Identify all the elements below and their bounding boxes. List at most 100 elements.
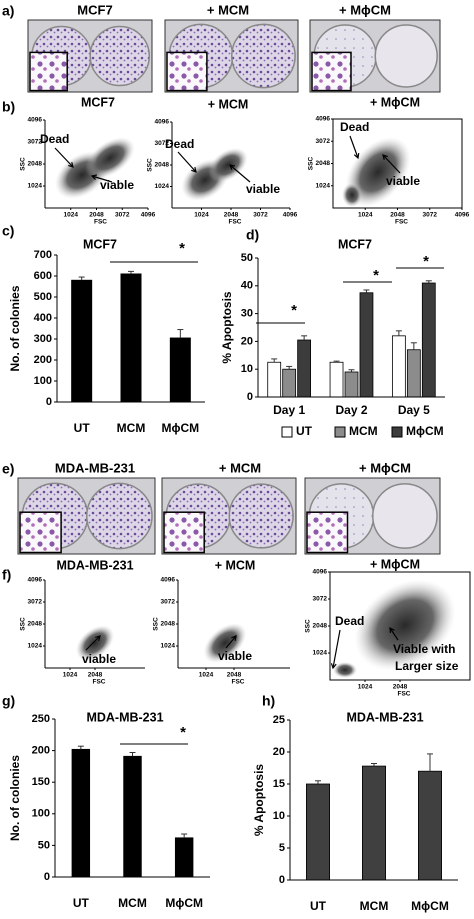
culture-well xyxy=(228,483,294,549)
error-bar xyxy=(395,330,402,336)
chart-title: MCF7 xyxy=(338,237,372,251)
y-tick-label: 600 xyxy=(34,270,52,282)
error-bar xyxy=(77,745,84,750)
arrow-head xyxy=(68,162,74,168)
culture-well xyxy=(231,23,296,89)
x-tick-label: 1024 xyxy=(199,672,214,679)
cell-cloud xyxy=(345,137,411,207)
y-tick-label: 3072 xyxy=(155,140,170,147)
panel-label: a) xyxy=(2,3,14,19)
y-tick-label: 25 xyxy=(273,714,285,726)
x-tick-label: 2048 xyxy=(88,672,103,679)
bar xyxy=(361,765,386,881)
annotation: viable xyxy=(386,174,420,188)
y-tick-label: 700 xyxy=(34,249,52,261)
culture-well xyxy=(89,25,151,87)
y-tick-label: 2048 xyxy=(313,623,328,630)
y-tick-label: 15 xyxy=(273,778,285,790)
y-tick-label: 1024 xyxy=(161,643,176,650)
y-axis-label: % Apoptosis xyxy=(252,764,266,837)
arrow-head xyxy=(231,635,237,642)
legend-label: MCM xyxy=(349,424,378,438)
annotation-arrow xyxy=(332,629,341,669)
cell-cloud xyxy=(208,147,248,183)
annotation-arrow xyxy=(85,635,101,651)
plot-title: + MϕCM xyxy=(370,557,420,571)
cell-cloud xyxy=(342,183,362,207)
y-axis-label: SSC xyxy=(20,617,27,631)
panel-title: MDA-MB-231 xyxy=(55,460,135,475)
error-bar xyxy=(425,280,432,284)
legend-swatch xyxy=(391,426,403,438)
annotation-arrow xyxy=(382,154,401,174)
x-tick-label: 1024 xyxy=(63,672,78,679)
y-tick-label: 400 xyxy=(34,312,52,324)
y-tick-label: 20 xyxy=(273,746,285,758)
arrow-head xyxy=(191,166,197,173)
bar xyxy=(169,337,191,403)
annotation: Dead xyxy=(165,137,194,151)
legend-swatch xyxy=(281,426,293,438)
plot-title: MDA-MB-231 xyxy=(56,558,133,572)
y-tick-label: 3072 xyxy=(28,599,43,606)
x-tick-label: 1024 xyxy=(358,212,373,219)
bar xyxy=(344,371,359,398)
annotation: Dead xyxy=(40,132,69,146)
error-bar xyxy=(301,335,308,341)
annotation: viable xyxy=(218,649,252,663)
y-axis-label: SSC xyxy=(308,157,315,171)
x-tick-label: MϕCM xyxy=(162,421,200,435)
x-tick-label: 4096 xyxy=(141,212,156,219)
plot-title: + MϕCM xyxy=(370,95,420,109)
panel-label: b) xyxy=(2,99,15,115)
arrow-head xyxy=(353,152,360,160)
x-tick-label: Day 1 xyxy=(273,403,305,417)
bar xyxy=(71,748,91,878)
y-tick-label: 100 xyxy=(34,375,52,387)
annotation: Larger size xyxy=(395,659,459,673)
error-bar xyxy=(371,763,377,767)
y-tick-label: 1024 xyxy=(28,183,43,190)
error-bar xyxy=(315,780,321,784)
x-tick-label: 1024 xyxy=(194,212,209,219)
chart-title: MCF7 xyxy=(83,237,117,251)
error-bar xyxy=(271,358,278,363)
y-tick-label: 1024 xyxy=(155,183,170,190)
significance-mark: * xyxy=(291,302,297,319)
y-tick-label: 150 xyxy=(32,776,50,788)
x-tick-label: UT xyxy=(310,899,327,913)
cell-cloud xyxy=(85,137,135,179)
x-axis-label: FSC xyxy=(232,679,245,686)
y-axis-label: % Apoptosis xyxy=(220,291,234,364)
inset-micrograph xyxy=(19,511,62,554)
bar xyxy=(417,770,442,881)
panel-title: + MϕCM xyxy=(359,460,411,475)
arrow-head xyxy=(330,663,337,670)
x-tick-label: 1024 xyxy=(64,212,79,219)
y-tick-label: 4096 xyxy=(316,116,331,123)
error-bar xyxy=(348,369,355,372)
y-tick-label: 250 xyxy=(32,713,50,725)
y-tick-label: 3072 xyxy=(28,139,43,146)
panel-label: g) xyxy=(2,693,15,709)
x-tick-label: 2048 xyxy=(89,212,104,219)
x-tick-label: MϕCM xyxy=(411,899,449,913)
error-bar xyxy=(427,753,433,772)
significance-mark: * xyxy=(180,724,186,741)
annotation: viable xyxy=(246,182,280,196)
panel-title: + MCM xyxy=(219,460,261,475)
y-tick-label: 3072 xyxy=(313,596,328,603)
arrow-head xyxy=(389,626,395,634)
annotation-arrow xyxy=(91,175,113,183)
x-tick-label: MCM xyxy=(117,421,146,435)
bar xyxy=(329,361,344,398)
panel-label: f) xyxy=(2,567,11,583)
panel-label: d) xyxy=(246,227,259,243)
error-bar xyxy=(181,833,188,838)
annotation-arrow xyxy=(54,147,74,168)
y-tick-label: 0 xyxy=(44,871,50,883)
y-axis-label: No. of colonies xyxy=(8,755,22,841)
bar xyxy=(120,273,142,403)
y-tick-label: 1024 xyxy=(316,182,331,189)
x-tick-label: MCM xyxy=(118,896,147,910)
